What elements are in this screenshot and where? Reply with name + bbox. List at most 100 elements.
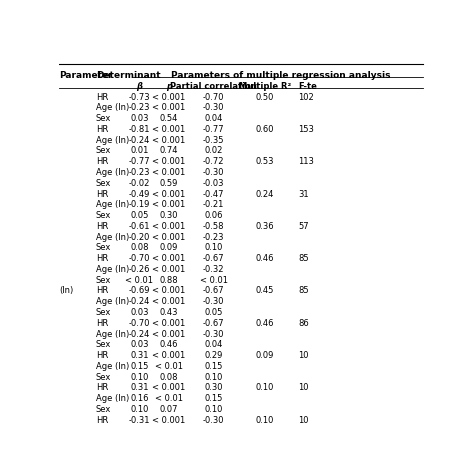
Text: Sex: Sex <box>96 114 111 123</box>
Text: -0.30: -0.30 <box>203 297 224 306</box>
Text: < 0.001: < 0.001 <box>152 136 185 145</box>
Text: 0.05: 0.05 <box>130 211 148 220</box>
Text: 0.05: 0.05 <box>204 308 223 317</box>
Text: -0.49: -0.49 <box>128 190 150 199</box>
Text: 0.08: 0.08 <box>130 243 148 252</box>
Text: Sex: Sex <box>96 146 111 155</box>
Text: 0.46: 0.46 <box>255 319 274 328</box>
Text: Sex: Sex <box>96 373 111 382</box>
Text: Age (ln): Age (ln) <box>96 265 129 274</box>
Text: Sex: Sex <box>96 243 111 252</box>
Text: -0.30: -0.30 <box>203 168 224 177</box>
Text: β: β <box>137 82 142 91</box>
Text: 0.02: 0.02 <box>204 146 223 155</box>
Text: Age (ln): Age (ln) <box>96 201 129 210</box>
Text: Parameters of multiple regression analysis: Parameters of multiple regression analys… <box>172 71 391 80</box>
Text: HR: HR <box>96 157 108 166</box>
Text: 0.88: 0.88 <box>159 276 178 285</box>
Text: < 0.001: < 0.001 <box>152 416 185 425</box>
Text: -0.70: -0.70 <box>128 319 150 328</box>
Text: p: p <box>166 82 172 91</box>
Text: Age (ln): Age (ln) <box>96 233 129 242</box>
Text: Sex: Sex <box>96 276 111 285</box>
Text: 0.10: 0.10 <box>204 373 223 382</box>
Text: 0.53: 0.53 <box>255 157 274 166</box>
Text: Sex: Sex <box>96 340 111 349</box>
Text: HR: HR <box>96 286 108 295</box>
Text: Sex: Sex <box>96 179 111 188</box>
Text: (ln): (ln) <box>59 286 73 295</box>
Text: 0.29: 0.29 <box>204 351 223 360</box>
Text: -0.58: -0.58 <box>203 222 224 231</box>
Text: 0.30: 0.30 <box>204 383 223 392</box>
Text: < 0.001: < 0.001 <box>152 201 185 210</box>
Text: 0.36: 0.36 <box>255 222 274 231</box>
Text: 0.09: 0.09 <box>256 351 274 360</box>
Text: -0.19: -0.19 <box>128 201 150 210</box>
Text: -0.67: -0.67 <box>203 319 224 328</box>
Text: < 0.001: < 0.001 <box>152 103 185 112</box>
Text: -0.24: -0.24 <box>128 297 150 306</box>
Text: 0.10: 0.10 <box>256 416 274 425</box>
Text: Age (ln): Age (ln) <box>96 103 129 112</box>
Text: -0.24: -0.24 <box>128 329 150 338</box>
Text: -0.69: -0.69 <box>128 286 150 295</box>
Text: < 0.001: < 0.001 <box>152 190 185 199</box>
Text: < 0.01: < 0.01 <box>125 276 153 285</box>
Text: 10: 10 <box>298 351 309 360</box>
Text: 0.74: 0.74 <box>159 146 178 155</box>
Text: 0.03: 0.03 <box>130 340 148 349</box>
Text: Partial correlation: Partial correlation <box>170 82 257 91</box>
Text: < 0.001: < 0.001 <box>152 233 185 242</box>
Text: HR: HR <box>96 92 108 101</box>
Text: Sex: Sex <box>96 211 111 220</box>
Text: 153: 153 <box>298 125 314 134</box>
Text: 0.01: 0.01 <box>130 146 148 155</box>
Text: 113: 113 <box>298 157 314 166</box>
Text: < 0.001: < 0.001 <box>152 222 185 231</box>
Text: < 0.001: < 0.001 <box>152 265 185 274</box>
Text: 0.15: 0.15 <box>204 362 223 371</box>
Text: -0.03: -0.03 <box>203 179 224 188</box>
Text: Age (ln): Age (ln) <box>96 329 129 338</box>
Text: 0.45: 0.45 <box>256 286 274 295</box>
Text: -0.77: -0.77 <box>203 125 224 134</box>
Text: -0.26: -0.26 <box>128 265 150 274</box>
Text: 0.43: 0.43 <box>159 308 178 317</box>
Text: -0.73: -0.73 <box>128 92 150 101</box>
Text: 0.31: 0.31 <box>130 351 148 360</box>
Text: 0.07: 0.07 <box>159 405 178 414</box>
Text: 0.16: 0.16 <box>130 394 148 403</box>
Text: < 0.001: < 0.001 <box>152 168 185 177</box>
Text: -0.61: -0.61 <box>128 222 150 231</box>
Text: < 0.001: < 0.001 <box>152 297 185 306</box>
Text: Age (ln): Age (ln) <box>96 394 129 403</box>
Text: 0.04: 0.04 <box>204 340 223 349</box>
Text: Age (ln): Age (ln) <box>96 136 129 145</box>
Text: < 0.001: < 0.001 <box>152 125 185 134</box>
Text: -0.67: -0.67 <box>203 286 224 295</box>
Text: < 0.01: < 0.01 <box>200 276 228 285</box>
Text: 0.10: 0.10 <box>130 373 148 382</box>
Text: 86: 86 <box>298 319 309 328</box>
Text: 0.30: 0.30 <box>159 211 178 220</box>
Text: 0.10: 0.10 <box>204 243 223 252</box>
Text: -0.70: -0.70 <box>128 254 150 263</box>
Text: 10: 10 <box>298 416 309 425</box>
Text: 0.46: 0.46 <box>255 254 274 263</box>
Text: < 0.001: < 0.001 <box>152 383 185 392</box>
Text: -0.02: -0.02 <box>128 179 150 188</box>
Text: 31: 31 <box>298 190 309 199</box>
Text: -0.77: -0.77 <box>128 157 150 166</box>
Text: Determinant: Determinant <box>96 71 161 80</box>
Text: HR: HR <box>96 222 108 231</box>
Text: < 0.01: < 0.01 <box>155 362 182 371</box>
Text: 0.15: 0.15 <box>130 362 148 371</box>
Text: Age (ln): Age (ln) <box>96 168 129 177</box>
Text: < 0.001: < 0.001 <box>152 254 185 263</box>
Text: -0.70: -0.70 <box>203 92 224 101</box>
Text: 85: 85 <box>298 254 309 263</box>
Text: -0.47: -0.47 <box>203 190 224 199</box>
Text: 0.46: 0.46 <box>159 340 178 349</box>
Text: HR: HR <box>96 383 108 392</box>
